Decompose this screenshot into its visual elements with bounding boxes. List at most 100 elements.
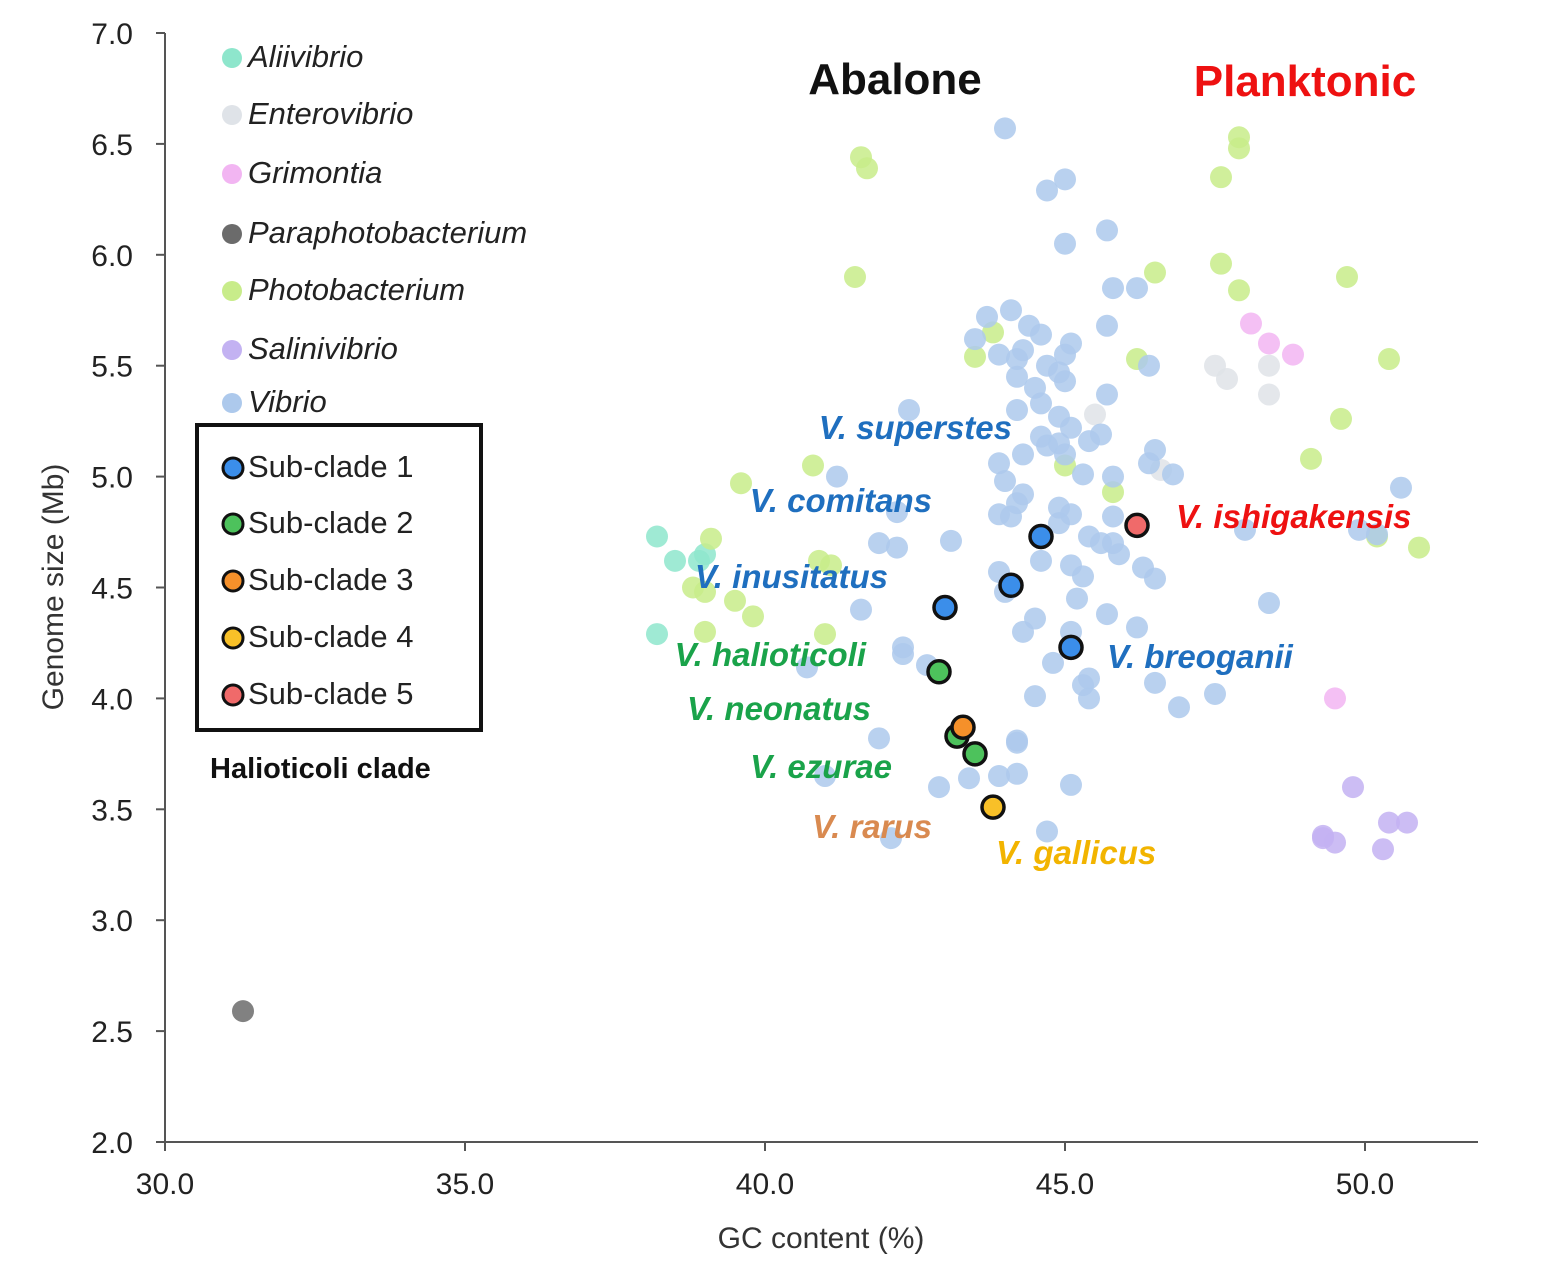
x-axis-title: GC content (%) xyxy=(718,1222,925,1255)
legend-title: Halioticoli clade xyxy=(210,753,431,785)
point-vibrio xyxy=(1054,232,1076,255)
y-axis-title: Genome size (Mb) xyxy=(37,464,70,711)
point-vibrio xyxy=(826,465,848,488)
point-sub-clade-2 xyxy=(962,741,988,767)
point-vibrio xyxy=(1036,179,1058,202)
y-tick-label: 3.0 xyxy=(91,905,133,938)
point-sub-clade-5 xyxy=(1124,512,1150,539)
point-photobacterium xyxy=(1378,348,1400,371)
annotation-v-ezurae: V. ezurae xyxy=(750,748,892,785)
point-vibrio xyxy=(1138,452,1160,475)
point-vibrio xyxy=(1096,314,1118,337)
point-vibrio xyxy=(892,643,914,666)
point-vibrio xyxy=(988,343,1010,366)
point-vibrio xyxy=(1054,370,1076,393)
point-aliivibrio xyxy=(688,549,710,572)
series-vibrio xyxy=(796,117,1412,850)
point-vibrio xyxy=(1096,219,1118,242)
point-vibrio xyxy=(1078,687,1100,710)
point-sub-clade-1 xyxy=(1028,523,1054,550)
point-photobacterium xyxy=(1228,279,1250,302)
annotation-v-rarus: V. rarus xyxy=(812,808,932,845)
legend-label-photobacterium: Photobacterium xyxy=(248,272,465,307)
legend-label-salinivibrio: Salinivibrio xyxy=(248,331,398,366)
x-tick-label: 50.0 xyxy=(1336,1168,1394,1201)
point-vibrio xyxy=(868,727,890,750)
point-paraphotobacterium xyxy=(232,1000,254,1023)
legend-swatch-sub-clade-3 xyxy=(221,569,245,593)
point-photobacterium xyxy=(730,472,752,495)
point-vibrio xyxy=(928,776,950,799)
point-vibrio xyxy=(868,532,890,555)
point-vibrio xyxy=(1054,168,1076,191)
point-photobacterium xyxy=(1300,447,1322,470)
series-sub-clade-2 xyxy=(926,659,988,767)
point-vibrio xyxy=(1096,603,1118,626)
legend-label-enterovibrio: Enterovibrio xyxy=(248,96,413,131)
point-vibrio xyxy=(1036,434,1058,457)
point-vibrio xyxy=(1024,685,1046,708)
x-tick-label: 45.0 xyxy=(1036,1168,1094,1201)
point-photobacterium xyxy=(1102,481,1124,504)
point-vibrio xyxy=(1162,463,1184,486)
point-vibrio xyxy=(1060,416,1082,439)
point-salinivibrio xyxy=(1372,838,1394,861)
annotation-v-neonatus: V. neonatus xyxy=(687,690,871,727)
point-vibrio xyxy=(1060,332,1082,355)
series-photobacterium xyxy=(682,126,1430,646)
ticks: 30.0 35.0 40.0 45.0 50.0 2.0 2.5 3.0 3.5 4.0 4.5 5.… xyxy=(91,18,1394,1201)
point-sub-clade-4 xyxy=(980,794,1006,820)
y-tick-label: 3.5 xyxy=(91,794,133,827)
point-vibrio xyxy=(1204,682,1226,705)
point-enterovibrio xyxy=(1084,403,1106,426)
point-vibrio xyxy=(1036,820,1058,843)
point-aliivibrio xyxy=(646,525,668,548)
point-vibrio xyxy=(1072,565,1094,588)
point-photobacterium xyxy=(844,265,866,288)
legend-swatch-enterovibrio xyxy=(222,105,242,125)
point-photobacterium xyxy=(742,605,764,628)
point-photobacterium xyxy=(814,623,836,646)
y-tick-label: 7.0 xyxy=(91,18,133,51)
legend-label-sub-clade-5: Sub-clade 5 xyxy=(248,676,413,711)
point-vibrio xyxy=(1042,651,1064,674)
point-vibrio xyxy=(1054,443,1076,466)
point-vibrio xyxy=(1126,277,1148,300)
annotation-v-gallicus: V. gallicus xyxy=(996,834,1156,871)
point-vibrio xyxy=(1108,543,1130,566)
point-photobacterium xyxy=(802,454,824,477)
series-grimontia xyxy=(1240,312,1346,710)
series-sub-clade-5 xyxy=(1124,512,1150,539)
legend-swatch-sub-clade-5 xyxy=(221,683,245,707)
legend-swatch-paraphotobacterium xyxy=(222,224,242,244)
y-tick-label: 2.0 xyxy=(91,1127,133,1160)
series-sub-clade-3 xyxy=(950,714,976,740)
region-label-abalone: Abalone xyxy=(808,55,982,104)
point-grimontia xyxy=(1282,343,1304,366)
point-salinivibrio xyxy=(1342,776,1364,799)
subclade-legend-box xyxy=(195,423,483,732)
point-vibrio xyxy=(1072,463,1094,486)
point-vibrio xyxy=(1144,567,1166,590)
point-enterovibrio xyxy=(1258,383,1280,406)
point-vibrio xyxy=(898,399,920,422)
point-vibrio xyxy=(886,536,908,559)
point-vibrio xyxy=(1006,762,1028,785)
point-vibrio xyxy=(1000,299,1022,322)
legend-swatch-sub-clade-4 xyxy=(221,626,245,650)
point-vibrio xyxy=(1102,465,1124,488)
point-photobacterium xyxy=(1336,265,1358,288)
point-vibrio xyxy=(988,452,1010,475)
point-vibrio xyxy=(988,765,1010,788)
point-vibrio xyxy=(1000,505,1022,528)
point-vibrio xyxy=(1234,518,1256,541)
y-tick-label: 2.5 xyxy=(91,1016,133,1049)
x-tick-label: 40.0 xyxy=(736,1168,794,1201)
point-vibrio xyxy=(1366,523,1388,546)
point-photobacterium xyxy=(682,576,704,599)
point-photobacterium xyxy=(700,527,722,550)
legend-swatch-aliivibrio xyxy=(222,48,242,68)
y-tick-label: 6.0 xyxy=(91,240,133,273)
point-vibrio xyxy=(1066,587,1088,610)
